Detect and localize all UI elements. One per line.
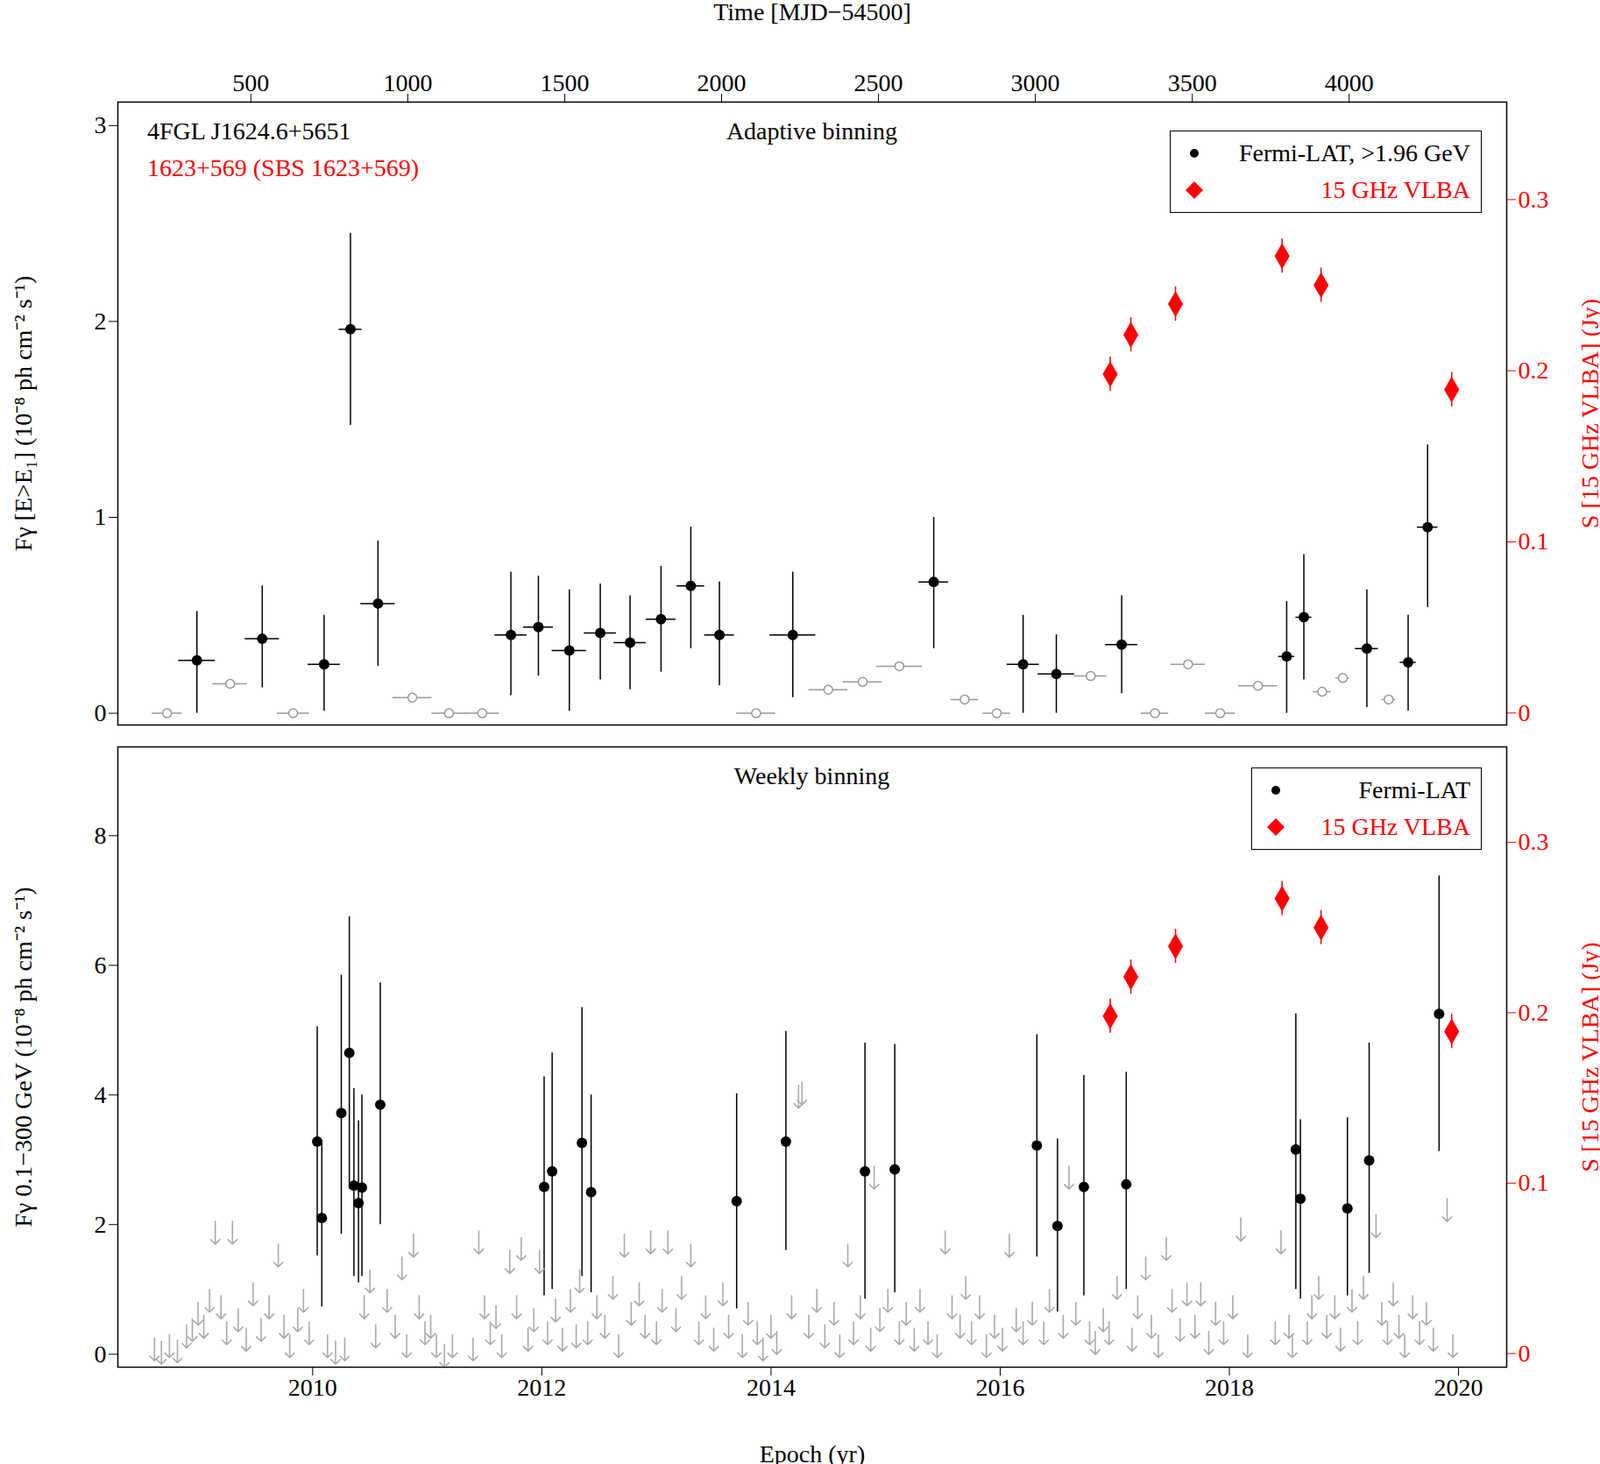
svg-text:Fγ [E>E₁] (10⁻⁸ ph cm⁻² s⁻¹): Fγ [E>E₁] (10⁻⁸ ph cm⁻² s⁻¹) bbox=[9, 276, 37, 553]
svg-text:3000: 3000 bbox=[1011, 69, 1061, 97]
svg-text:0: 0 bbox=[1518, 699, 1531, 727]
svg-text:2016: 2016 bbox=[975, 1373, 1025, 1402]
svg-text:0.2: 0.2 bbox=[1518, 998, 1550, 1027]
svg-text:6: 6 bbox=[94, 951, 107, 979]
svg-text:1: 1 bbox=[94, 502, 107, 531]
svg-text:2: 2 bbox=[94, 307, 107, 335]
svg-text:0.3: 0.3 bbox=[1518, 828, 1550, 856]
html-text:1623+569 (SBS 1623+569): 1623+569 (SBS 1623+569) bbox=[147, 154, 419, 182]
svg-text:2: 2 bbox=[94, 1210, 107, 1239]
html-text:Fermi-LAT: Fermi-LAT bbox=[1358, 776, 1471, 804]
svg-text:Fγ 0.1−300 GeV (10⁻⁸ ph cm⁻² s: Fγ 0.1−300 GeV (10⁻⁸ ph cm⁻² s⁻¹) bbox=[9, 886, 37, 1227]
svg-text:2012: 2012 bbox=[516, 1373, 567, 1402]
svg-text:0: 0 bbox=[94, 699, 107, 727]
svg-text:Epoch (yr): Epoch (yr) bbox=[759, 1440, 866, 1464]
html-text:15 GHz VLBA: 15 GHz VLBA bbox=[1320, 176, 1471, 204]
svg-text:0: 0 bbox=[1518, 1339, 1531, 1367]
svg-text:2018: 2018 bbox=[1204, 1373, 1254, 1402]
svg-text:2020: 2020 bbox=[1434, 1373, 1484, 1402]
html-text:Fermi-LAT, >1.96 GeV: Fermi-LAT, >1.96 GeV bbox=[1238, 139, 1471, 167]
svg-text:500: 500 bbox=[232, 69, 270, 97]
svg-text:0.1: 0.1 bbox=[1518, 527, 1550, 555]
svg-text:S [15 GHz VLBA] (Jy): S [15 GHz VLBA] (Jy) bbox=[1576, 298, 1600, 529]
svg-text:3: 3 bbox=[94, 111, 107, 139]
svg-text:0.1: 0.1 bbox=[1518, 1168, 1550, 1197]
svg-text:2500: 2500 bbox=[854, 69, 904, 97]
svg-text:1500: 1500 bbox=[539, 69, 589, 97]
svg-text:0.2: 0.2 bbox=[1518, 356, 1550, 384]
svg-text:S [15 GHz VLBA] (Jy): S [15 GHz VLBA] (Jy) bbox=[1576, 941, 1600, 1172]
svg-text:2014: 2014 bbox=[746, 1373, 796, 1402]
svg-text:Time [MJD−54500]: Time [MJD−54500] bbox=[713, 0, 912, 26]
svg-text:8: 8 bbox=[94, 821, 107, 850]
svg-text:0.3: 0.3 bbox=[1518, 185, 1550, 213]
html-text:Weekly binning: Weekly binning bbox=[734, 762, 890, 790]
html-text:Adaptive binning: Adaptive binning bbox=[726, 117, 898, 145]
svg-text:2010: 2010 bbox=[288, 1373, 338, 1402]
svg-text:2000: 2000 bbox=[697, 69, 747, 97]
svg-text:1000: 1000 bbox=[382, 69, 432, 97]
html-text:4FGL J1624.6+5651: 4FGL J1624.6+5651 bbox=[147, 117, 351, 145]
svg-text:4000: 4000 bbox=[1324, 69, 1374, 97]
html-text:15 GHz VLBA: 15 GHz VLBA bbox=[1320, 813, 1471, 841]
svg-text:3500: 3500 bbox=[1168, 69, 1218, 97]
svg-text:0: 0 bbox=[94, 1340, 107, 1368]
svg-text:4: 4 bbox=[94, 1081, 107, 1109]
